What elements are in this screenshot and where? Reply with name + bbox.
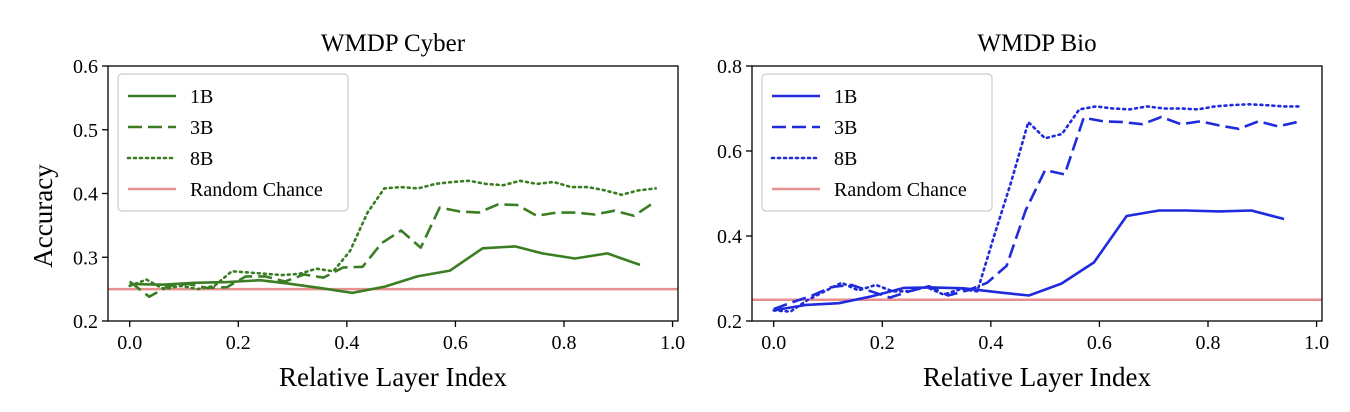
x-tick-label: 0.0 xyxy=(761,332,786,354)
chart-wmdp-cyber: WMDP Cyber Accuracy Relative Layer Index… xyxy=(28,30,685,392)
legend-label: Random Chance xyxy=(834,179,967,201)
x-tick-label: 0.0 xyxy=(117,332,142,354)
y-tick-label: 0.4 xyxy=(717,226,742,248)
chart-title: WMDP Bio xyxy=(977,30,1096,57)
x-tick-label: 0.6 xyxy=(443,332,468,354)
y-axis-label: Accuracy xyxy=(28,164,58,268)
series-line-3b xyxy=(773,115,1298,311)
legend-label: 3B xyxy=(190,117,213,139)
plot-area: 0.0 0.2 0.4 0.6 0.8 1.0 0.2 0.3 0.4 0.5 0.6 1B 3B 8B R… xyxy=(73,56,685,354)
x-tick-label: 0.8 xyxy=(1196,332,1221,354)
x-tick-label: 0.4 xyxy=(334,332,359,354)
series-line-8b xyxy=(128,179,658,291)
y-tick-label: 0.6 xyxy=(73,56,98,78)
y-tick-label: 0.2 xyxy=(73,311,98,333)
legend-label: 8B xyxy=(190,148,213,170)
series-line-8b xyxy=(772,103,1301,313)
x-tick-label: 0.8 xyxy=(552,332,577,354)
x-tick-label: 0.4 xyxy=(978,332,1003,354)
legend-label: Random Chance xyxy=(190,179,323,201)
plot-area: 0.0 0.2 0.4 0.6 0.8 1.0 0.2 0.4 0.6 0.8 1B 3B 8B Rand… xyxy=(717,56,1329,354)
legend-box xyxy=(761,73,993,212)
y-tick-label: 0.4 xyxy=(73,184,98,206)
y-tick-label: 0.3 xyxy=(73,247,98,269)
x-tick-label: 1.0 xyxy=(660,332,685,354)
y-tick-label: 0.8 xyxy=(717,56,742,78)
y-tick-label: 0.2 xyxy=(717,311,742,333)
legend-label: 8B xyxy=(834,148,857,170)
chart-wmdp-bio: WMDP Bio Relative Layer Index 0.0 0.2 0.4 0… xyxy=(717,30,1329,392)
series-line-3b xyxy=(128,202,654,299)
x-tick-label: 0.2 xyxy=(226,332,251,354)
legend-box xyxy=(117,73,349,212)
x-tick-label: 0.2 xyxy=(870,332,895,354)
x-tick-label: 1.0 xyxy=(1304,332,1329,354)
y-tick-label: 0.6 xyxy=(717,141,742,163)
series-line-1b xyxy=(129,245,641,295)
legend-label: 1B xyxy=(190,86,213,108)
x-axis-label: Relative Layer Index xyxy=(279,362,507,392)
y-tick-label: 0.5 xyxy=(73,120,98,142)
x-tick-label: 0.6 xyxy=(1087,332,1112,354)
series-line-1b xyxy=(773,209,1285,312)
chart-title: WMDP Cyber xyxy=(321,30,466,57)
legend-label: 3B xyxy=(834,117,857,139)
legend-label: 1B xyxy=(834,86,857,108)
axes-frame xyxy=(751,65,1323,322)
x-axis-label: Relative Layer Index xyxy=(923,362,1151,392)
